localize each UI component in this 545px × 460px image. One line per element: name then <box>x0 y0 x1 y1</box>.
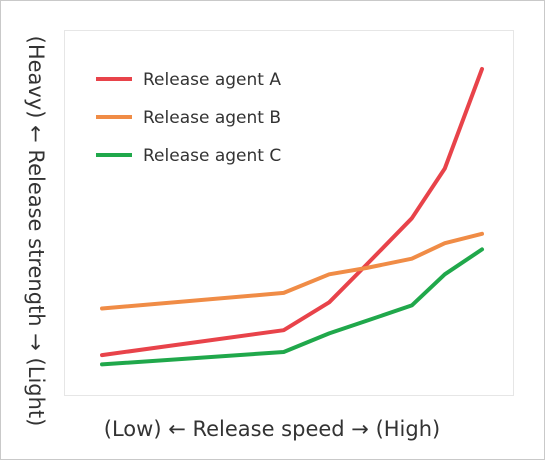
x-axis-label: (Low) ← Release speed → (High) <box>103 417 441 441</box>
legend: Release agent A Release agent B Release ag… <box>96 70 281 166</box>
legend-label-1: Release agent A <box>143 70 281 90</box>
series-line-3 <box>100 247 484 367</box>
legend-label-2: Release agent B <box>143 108 281 128</box>
plot-area <box>64 30 514 396</box>
series-line-1 <box>100 67 484 358</box>
y-axis-label: (Heavy) ← Release strength → (Light) <box>24 35 48 427</box>
series-layer <box>100 67 484 367</box>
series-line-2 <box>100 231 484 311</box>
legend-label-3: Release agent C <box>143 146 281 166</box>
